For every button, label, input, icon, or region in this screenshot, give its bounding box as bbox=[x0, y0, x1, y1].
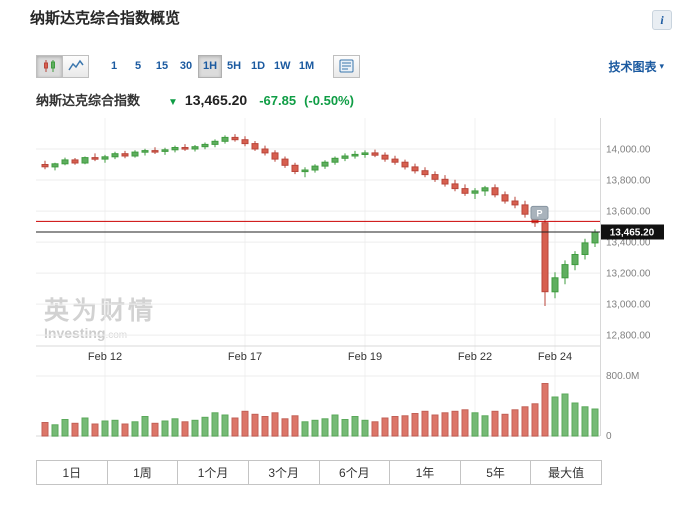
interval-1h[interactable]: 1H bbox=[198, 54, 222, 78]
range-button-3[interactable]: 1个月 bbox=[177, 460, 249, 485]
chart-toolbar: 1 5 15 30 1H 5H 1D 1W 1M 技术图表 ▾ bbox=[36, 54, 664, 78]
interval-1m[interactable]: 1M bbox=[295, 55, 319, 78]
last-price-tag: 13,465.20 bbox=[601, 224, 664, 240]
range-button-6[interactable]: 1年 bbox=[389, 460, 461, 485]
range-button-2[interactable]: 1周 bbox=[106, 460, 179, 485]
x-axis-labels: Feb 12 Feb 17 Feb 19 Feb 22 Feb 24 bbox=[88, 351, 572, 363]
svg-text:P: P bbox=[536, 208, 542, 218]
volume-zero-label: 0 bbox=[606, 431, 612, 442]
technical-chart-label: 技术图表 bbox=[608, 59, 657, 74]
line-chart-type-button[interactable] bbox=[62, 54, 89, 78]
range-buttons: 1日 1周 1个月 3个月 6个月 1年 5年 最大值 bbox=[36, 460, 602, 485]
svg-text:12,800.00: 12,800.00 bbox=[606, 331, 651, 342]
interval-30[interactable]: 30 bbox=[174, 55, 198, 78]
price-grid: 14,000.00 13,800.00 13,600.00 13,400.00 13,2… bbox=[36, 145, 651, 342]
price-change-percent: (-0.50%) bbox=[304, 93, 354, 108]
interval-15[interactable]: 15 bbox=[150, 55, 174, 78]
svg-text:13,800.00: 13,800.00 bbox=[606, 176, 651, 187]
range-button-4[interactable]: 3个月 bbox=[247, 460, 320, 485]
interval-5[interactable]: 5 bbox=[126, 55, 150, 78]
interval-1w[interactable]: 1W bbox=[270, 55, 295, 78]
chart-widget: 1 5 15 30 1H 5H 1D 1W 1M 技术图表 ▾ 纳斯达克综合指数 ▼ 13,46… bbox=[36, 54, 664, 444]
svg-text:13,200.00: 13,200.00 bbox=[606, 269, 651, 280]
chart-area: 英为财情 Investing.com 14,000.00 13,800.00 13,… bbox=[36, 114, 664, 444]
interval-group: 1 5 15 30 1H 5H 1D 1W 1M bbox=[102, 54, 319, 78]
range-button-5[interactable]: 6个月 bbox=[318, 460, 391, 485]
volume-layer bbox=[41, 383, 599, 437]
line-chart-icon bbox=[67, 59, 84, 71]
page-header: 纳斯达克综合指数概览 i bbox=[0, 0, 693, 30]
svg-text:Feb 19: Feb 19 bbox=[348, 351, 382, 363]
interval-5h[interactable]: 5H bbox=[222, 55, 246, 78]
last-price: 13,465.20 bbox=[184, 92, 248, 108]
page-title: 纳斯达克综合指数概览 bbox=[30, 10, 181, 27]
svg-text:13,400.00: 13,400.00 bbox=[606, 238, 651, 249]
volume-max-label: 800.0M bbox=[606, 371, 639, 382]
technical-chart-link[interactable]: 技术图表 ▾ bbox=[608, 58, 664, 75]
svg-text:14,000.00: 14,000.00 bbox=[606, 145, 651, 156]
svg-text:13,465.20: 13,465.20 bbox=[610, 228, 655, 239]
price-volume-chart[interactable]: 14,000.00 13,800.00 13,600.00 13,400.00 13,2… bbox=[36, 114, 664, 444]
interval-1d[interactable]: 1D bbox=[246, 55, 270, 78]
svg-text:Feb 24: Feb 24 bbox=[538, 351, 572, 363]
instrument-name: 纳斯达克综合指数 bbox=[36, 93, 141, 108]
news-panel-button[interactable] bbox=[332, 54, 360, 78]
candlestick-chart-type-button[interactable] bbox=[36, 54, 63, 78]
svg-text:Feb 12: Feb 12 bbox=[88, 351, 122, 363]
chevron-down-icon: ▾ bbox=[659, 60, 664, 71]
svg-text:Feb 17: Feb 17 bbox=[228, 351, 262, 363]
candles-layer bbox=[41, 134, 599, 306]
range-button-7[interactable]: 5年 bbox=[459, 460, 532, 485]
svg-text:Feb 22: Feb 22 bbox=[458, 351, 492, 363]
info-icon[interactable]: i bbox=[652, 10, 672, 30]
price-change: -67.85 bbox=[259, 93, 297, 108]
price-direction-down-icon: ▼ bbox=[168, 97, 178, 108]
range-button-8[interactable]: 最大值 bbox=[530, 460, 602, 485]
quote-row: 纳斯达克综合指数 ▼ 13,465.20 -67.85 (-0.50%) bbox=[36, 90, 664, 108]
range-button-1[interactable]: 1日 bbox=[36, 460, 108, 485]
interval-1[interactable]: 1 bbox=[102, 55, 126, 78]
session-gridlines bbox=[104, 118, 556, 436]
svg-text:13,600.00: 13,600.00 bbox=[606, 207, 651, 218]
candlestick-icon bbox=[43, 60, 55, 72]
svg-text:13,000.00: 13,000.00 bbox=[606, 300, 651, 311]
news-panel-icon bbox=[339, 59, 353, 73]
event-marker-p: P bbox=[530, 205, 549, 220]
